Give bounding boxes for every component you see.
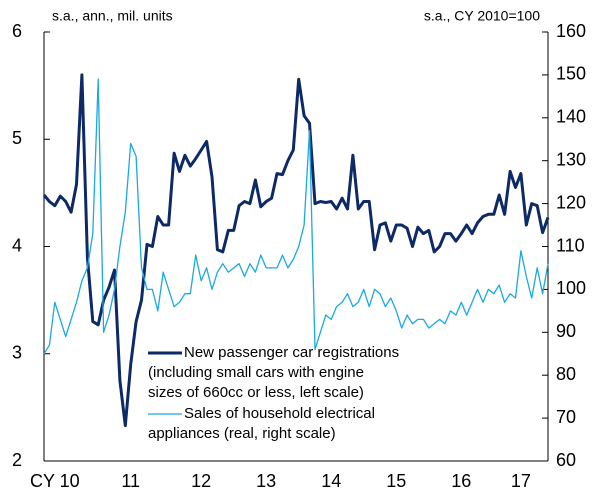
series-line <box>43 78 549 355</box>
y2-tick-label: 60 <box>556 450 576 470</box>
x-tick-label: 17 <box>511 471 531 491</box>
y-tick-label: 3 <box>12 343 22 363</box>
x-tick-label: 16 <box>451 471 471 491</box>
y2-tick-label: 90 <box>556 321 576 341</box>
y-tick-label: 6 <box>12 21 22 41</box>
right-axis-label: s.a., CY 2010=100 <box>424 8 540 24</box>
y-tick-label: 5 <box>12 128 22 148</box>
series-line <box>42 73 550 428</box>
y2-tick-label: 140 <box>556 107 586 127</box>
x-tick-label: 11 <box>121 471 140 491</box>
left-axis-label: s.a., ann., mil. units <box>52 8 173 24</box>
legend-label: Sales of household electrical <box>184 405 375 422</box>
x-tick-label: 12 <box>191 471 211 491</box>
legend-label: sizes of 660cc or less, left scale) <box>148 384 364 401</box>
y2-tick-label: 100 <box>556 278 586 298</box>
y2-tick-label: 80 <box>556 364 576 384</box>
y2-tick-label: 110 <box>556 235 585 255</box>
y-tick-label: 2 <box>12 450 22 470</box>
legend-label: appliances (real, right scale) <box>148 425 336 442</box>
x-tick-label: 14 <box>321 471 341 491</box>
y2-tick-label: 150 <box>556 64 586 84</box>
legend-label: (including small cars with engine <box>148 364 364 381</box>
y-tick-label: 4 <box>12 235 22 255</box>
legend-label: New passenger car registrations <box>184 344 399 361</box>
x-tick-label: 13 <box>256 471 276 491</box>
y2-tick-label: 70 <box>556 407 576 427</box>
y2-tick-label: 120 <box>556 192 586 212</box>
y2-tick-label: 160 <box>556 21 586 41</box>
x-tick-label: 15 <box>386 471 406 491</box>
x-tick-label: CY 10 <box>30 471 80 491</box>
y2-tick-label: 130 <box>556 149 586 169</box>
